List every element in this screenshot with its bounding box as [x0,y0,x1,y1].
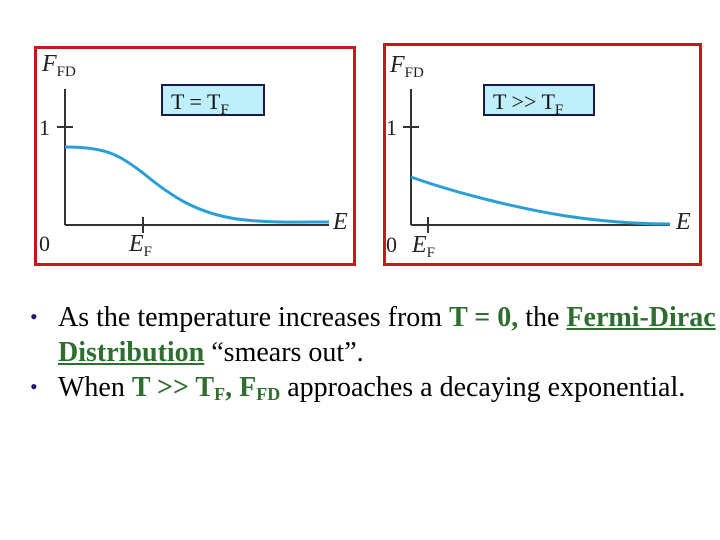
origin-label: 0 [386,232,397,257]
fd-curve [410,175,671,226]
plot-panel-t-equals-tf: FFD 1 0 E EF [34,46,356,266]
y-axis-label: FFD [390,52,424,81]
label-box-t-much-greater-tf: T >> TF [483,84,595,118]
bullet-item-1: • As the temperature increases from T = … [30,300,720,370]
origin-label: 0 [39,231,50,256]
x-tick-label: EF [129,231,153,260]
bullet-list: • As the temperature increases from T = … [30,300,720,408]
x-axis-label: E [333,209,348,235]
fermi-dirac-term: Fermi-Dirac Distribution [58,302,716,368]
bullet-dot-icon: • [30,374,38,399]
label-box-t-equals-tf: T = TF [161,84,265,118]
fd-curve [64,145,330,224]
bullet-dot-icon: • [30,304,38,329]
x-tick-label: EF [412,232,436,261]
y-tick-label: 1 [39,115,50,140]
y-tick-label: 1 [386,115,397,140]
plot-panel-t-much-greater-tf: FFD 1 0 E EF [383,43,702,266]
fd-plot-2 [403,89,671,233]
y-axis-label: FFD [42,51,76,80]
x-axis-label: E [676,209,691,235]
fd-plot-1 [57,89,330,233]
bullet-item-2: • When T >> TF, FFD approaches a decayin… [30,370,720,408]
